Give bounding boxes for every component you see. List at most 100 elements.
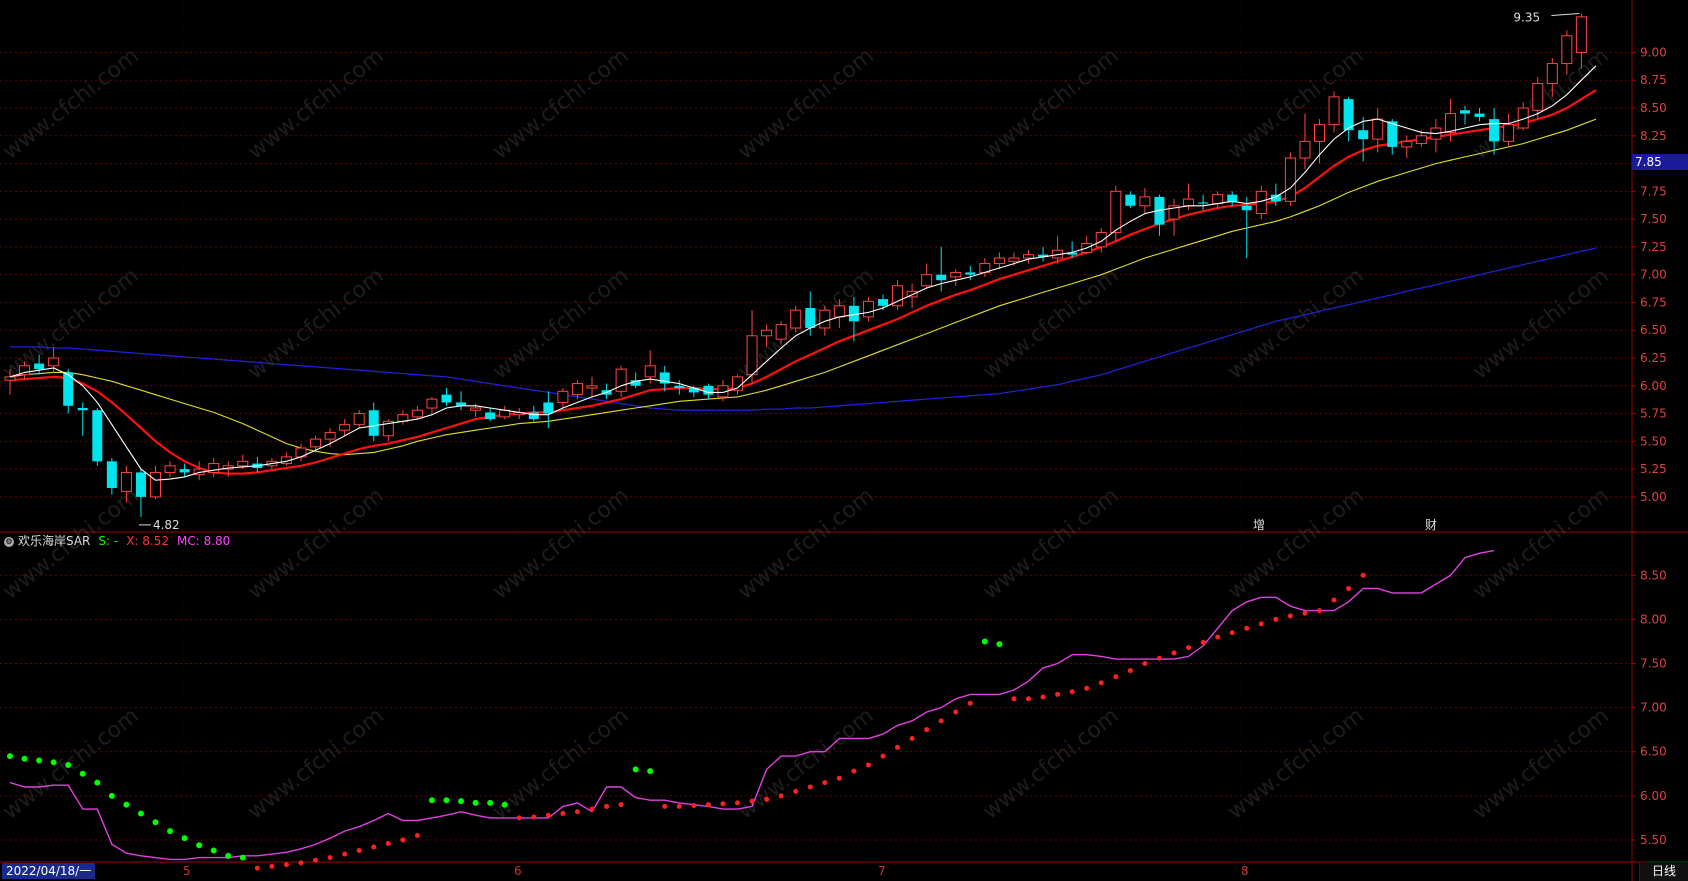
candle	[1401, 135, 1413, 158]
candle-body	[1168, 205, 1180, 220]
candle	[1212, 191, 1224, 208]
sar-point-red	[574, 809, 580, 815]
sar-point-red	[938, 718, 944, 724]
y-tick-label: 6.50	[1640, 323, 1667, 337]
candle	[1241, 196, 1252, 258]
candle	[1474, 108, 1485, 122]
candle-body	[659, 372, 670, 384]
candle	[1517, 102, 1529, 131]
candle-body	[1343, 99, 1354, 131]
candle-body	[892, 285, 904, 307]
sar-point-red	[1244, 625, 1250, 631]
sar-point-red	[1127, 668, 1133, 674]
sar-point-green	[239, 854, 246, 861]
y-tick-label: 8.50	[1640, 101, 1667, 115]
candle-body	[208, 463, 220, 473]
timeline-bar: 2022/04/18/一 5 6 7 8 日线	[0, 862, 1688, 881]
sar-point-red	[836, 775, 842, 781]
candle	[120, 465, 132, 503]
candle-body	[862, 300, 874, 318]
candle	[703, 383, 714, 400]
sar-point-red	[1229, 630, 1235, 636]
candle	[571, 380, 583, 400]
candle-body	[164, 465, 176, 473]
sar-point-green	[981, 638, 988, 645]
candle	[92, 408, 103, 466]
candle-body	[1474, 113, 1485, 117]
candle-body	[1517, 107, 1529, 129]
candle-body	[1358, 130, 1369, 140]
candle	[485, 408, 496, 422]
watermark-text: www.cfchi.com	[733, 43, 878, 164]
candle-body	[48, 357, 60, 367]
y-tick-label: 6.75	[1640, 295, 1667, 309]
indicator-header: ⚙ 欢乐海岸SAR S: - X: 8.52 MC: 8.80	[4, 532, 230, 549]
sar-point-red	[356, 848, 362, 854]
event-tag-zeng[interactable]: 增	[1253, 518, 1266, 532]
candle	[208, 458, 220, 477]
candle	[543, 391, 554, 428]
event-tag-cai[interactable]: 财	[1425, 518, 1438, 532]
candle	[1198, 194, 1209, 211]
candle-body	[120, 471, 132, 492]
watermark-text: www.cfchi.com	[978, 703, 1123, 824]
watermark-text: www.cfchi.com	[978, 483, 1123, 604]
candle	[1328, 91, 1340, 133]
candle	[615, 365, 627, 397]
sar-point-green	[108, 792, 115, 799]
candle	[164, 461, 176, 477]
candle	[353, 410, 365, 428]
sar-point-red	[924, 727, 930, 733]
candle-body	[848, 305, 859, 322]
candle-body	[921, 274, 933, 287]
sar-point-red	[618, 802, 624, 808]
sar-point-red	[283, 862, 289, 868]
sar-point-red	[1287, 613, 1293, 619]
sar-point-red	[778, 793, 784, 799]
watermark-text: www.cfchi.com	[0, 43, 144, 164]
sar-point-green	[996, 641, 1003, 648]
watermark-text: www.cfchi.com	[488, 43, 633, 164]
candle-body	[746, 335, 758, 376]
sar-point-red	[1360, 572, 1366, 578]
sar-point-red	[1113, 674, 1119, 680]
y-tick-label: 5.50	[1640, 434, 1667, 448]
candle-body	[993, 257, 1005, 265]
candle	[295, 443, 307, 462]
candle	[1270, 183, 1281, 206]
candle-body	[1110, 190, 1122, 233]
y-tick-label: 8.50	[1640, 568, 1667, 582]
sar-point-red	[1215, 634, 1221, 640]
candle	[1299, 113, 1311, 170]
candle	[1546, 58, 1558, 97]
candle	[528, 405, 539, 422]
indicator-name: 欢乐海岸SAR	[18, 534, 91, 548]
sar-point-red	[516, 815, 522, 821]
candle-body	[92, 410, 103, 462]
sar-point-green	[443, 797, 450, 804]
period-button[interactable]: 日线	[1639, 862, 1688, 881]
high-price-label: 9.35	[1513, 11, 1540, 25]
sar-point-red	[1273, 616, 1279, 622]
candle	[411, 405, 423, 420]
candle-body	[1241, 205, 1252, 211]
candle	[1387, 119, 1398, 155]
sar-point-red	[807, 784, 813, 790]
candle-body	[237, 460, 249, 467]
candle-body	[1255, 190, 1267, 215]
candle	[921, 263, 933, 288]
candle	[1168, 199, 1180, 236]
sar-point-green	[225, 852, 232, 859]
candle	[1110, 185, 1122, 242]
candle-body	[19, 365, 31, 376]
candle	[368, 402, 379, 442]
high-marker-line	[1551, 13, 1580, 17]
candle-body	[411, 409, 423, 418]
candle-body	[1575, 16, 1587, 53]
sar-point-green	[181, 835, 188, 842]
y-tick-label: 5.25	[1640, 462, 1667, 476]
gear-icon[interactable]: ⚙	[4, 536, 14, 547]
candle	[382, 419, 394, 442]
candle	[280, 452, 292, 466]
